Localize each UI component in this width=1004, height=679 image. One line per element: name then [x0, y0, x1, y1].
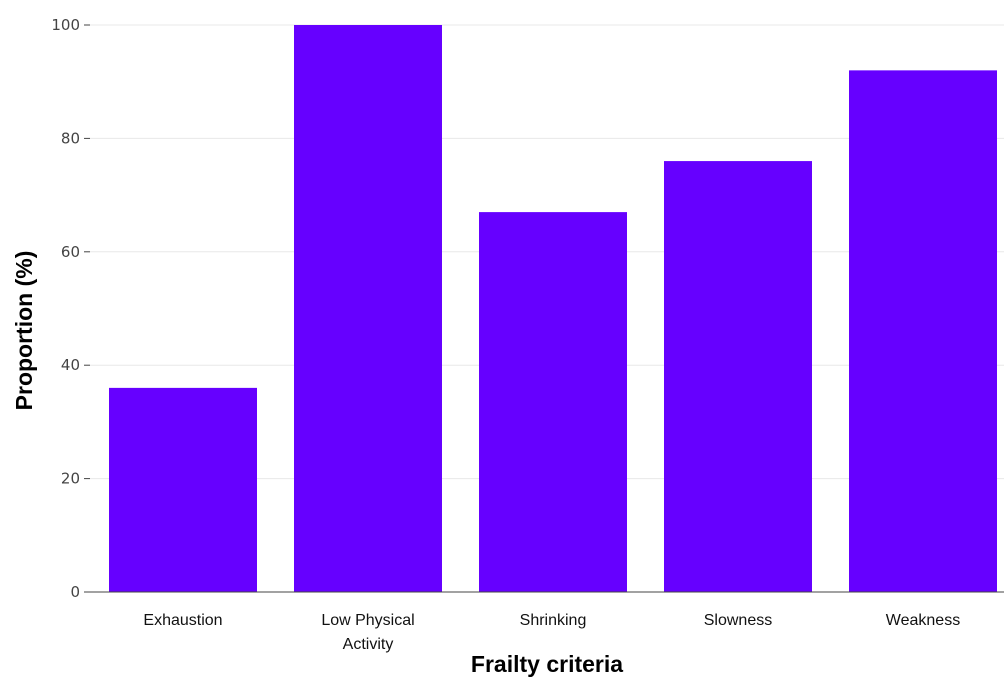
y-tick-label: 20: [61, 470, 80, 488]
bar: [109, 387, 257, 592]
x-tick-label: Slowness: [704, 612, 772, 629]
y-axis-ticks: 0 20 40 60 80 100: [51, 16, 90, 601]
y-tick-label: 0: [70, 583, 80, 601]
x-tick-label: Weakness: [886, 612, 960, 629]
x-tick-label: Shrinking: [520, 612, 587, 629]
x-tick-label: Low Physical Activity: [321, 612, 414, 653]
bar: [294, 25, 442, 592]
bar: [849, 70, 997, 593]
x-axis-title: Frailty criteria: [471, 651, 623, 677]
bars: [109, 25, 997, 593]
bar: [479, 212, 627, 593]
y-tick-label: 100: [51, 16, 80, 34]
y-tick-label: 40: [61, 356, 80, 374]
bar: [664, 161, 812, 592]
y-tick-label: 60: [61, 243, 80, 261]
y-tick-label: 80: [61, 129, 80, 147]
x-axis-ticks: Exhaustion Low Physical Activity Shrinking S…: [143, 612, 960, 653]
x-tick-label: Exhaustion: [143, 612, 222, 629]
y-axis-title: Proportion (%): [11, 251, 37, 411]
